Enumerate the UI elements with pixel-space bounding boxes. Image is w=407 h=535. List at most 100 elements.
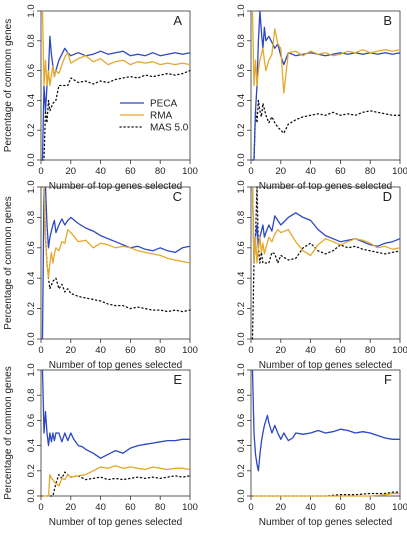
y-tick-label: 0.2 xyxy=(236,124,247,137)
y-axis-title: Percentage of common genes xyxy=(3,196,14,329)
series-line-mas-5-0 xyxy=(41,471,191,497)
x-tick-label: 100 xyxy=(182,502,198,513)
series-line-rma xyxy=(252,492,400,497)
x-tick-label: 40 xyxy=(305,502,316,513)
x-tick-label: 60 xyxy=(335,502,346,513)
x-axis-title: Number of top genes selected xyxy=(49,360,182,371)
x-tick-label: 40 xyxy=(95,345,106,356)
x-tick-label: 80 xyxy=(155,166,166,177)
x-tick-label: 40 xyxy=(95,166,106,177)
x-tick-label: 60 xyxy=(335,166,346,177)
x-tick-label: 60 xyxy=(335,345,346,356)
x-tick-label: 60 xyxy=(125,166,136,177)
x-tick-label: 20 xyxy=(66,502,77,513)
chart-panel-f: 0 20 40 60 80 100 0.0 0.2 0.4 0.6 0.8 1.0 Number of … xyxy=(236,363,407,528)
y-tick-label: 0.6 xyxy=(236,64,247,77)
panel-label: F xyxy=(384,372,392,387)
y-tick-label: 0.2 xyxy=(26,124,37,137)
panel-label: E xyxy=(173,372,182,387)
x-tick-label: 20 xyxy=(276,502,287,513)
y-tick-label: 0.8 xyxy=(26,34,37,47)
legend-label: RMA xyxy=(150,111,173,122)
series-line-mas-5-0 xyxy=(251,99,401,161)
chart-panel-b: 0 20 40 60 80 100 0.0 0.2 0.4 0.6 0.8 1.0 Number of … xyxy=(236,4,407,192)
series-line-peca xyxy=(251,369,400,472)
series-line-mas-5-0 xyxy=(41,69,191,161)
y-tick-label: 0.2 xyxy=(26,464,37,477)
x-tick-label: 0 xyxy=(38,502,43,513)
x-tick-label: 0 xyxy=(38,166,43,177)
x-tick-label: 60 xyxy=(125,345,136,356)
chart-panel-e: 0 20 40 60 80 100 0.0 0.2 0.4 0.6 0.8 1.0 Number of … xyxy=(3,363,198,528)
series-line-peca xyxy=(251,186,401,264)
x-tick-label: 0 xyxy=(248,345,253,356)
x-tick-label: 80 xyxy=(365,345,376,356)
y-tick-label: 0.8 xyxy=(26,389,37,402)
panel-label: D xyxy=(383,189,392,204)
series-line-peca xyxy=(41,186,191,340)
x-tick-label: 20 xyxy=(276,345,287,356)
plot-frame xyxy=(250,186,401,340)
x-tick-label: 0 xyxy=(248,502,253,513)
series-line-peca xyxy=(41,369,190,459)
y-tick-label: 1.0 xyxy=(236,4,247,17)
x-tick-label: 100 xyxy=(392,345,407,356)
series-line-mas-5-0 xyxy=(251,186,401,340)
x-tick-label: 20 xyxy=(66,345,77,356)
y-tick-label: 1.0 xyxy=(26,4,37,17)
x-axis-title: Number of top genes selected xyxy=(259,181,392,192)
y-tick-label: 0.6 xyxy=(26,241,37,254)
x-axis-title: Number of top genes selected xyxy=(259,360,392,371)
series-line-rma xyxy=(42,465,191,497)
series-line-rma xyxy=(42,186,191,279)
chart-panel-a: 0 20 40 60 80 100 0.0 0.2 0.4 0.6 0.8 1.0 Number of … xyxy=(3,4,198,192)
y-tick-label: 0.8 xyxy=(26,211,37,224)
y-tick-label: 1.0 xyxy=(26,363,37,376)
y-axis-title: Percentage of common genes xyxy=(3,19,14,152)
series-line-peca xyxy=(252,10,401,161)
y-tick-label: 0.6 xyxy=(26,414,37,427)
y-tick-label: 0.8 xyxy=(236,34,247,47)
x-tick-label: 20 xyxy=(276,166,287,177)
chart-panel-d: 0 20 40 60 80 100 0.0 0.2 0.4 0.6 0.8 1.0 Number of … xyxy=(236,180,407,371)
x-tick-label: 80 xyxy=(155,345,166,356)
y-tick-label: 0.8 xyxy=(236,389,247,402)
y-tick-label: 0.0 xyxy=(26,332,37,345)
plot-frame xyxy=(40,369,191,497)
x-tick-label: 100 xyxy=(182,166,198,177)
y-tick-label: 0.4 xyxy=(236,94,247,107)
plot-frame xyxy=(250,10,401,161)
series-line-rma xyxy=(41,10,191,87)
y-tick-label: 0.0 xyxy=(236,332,247,345)
chart-panel-c: 0 20 40 60 80 100 0.0 0.2 0.4 0.6 0.8 1.0 Number of … xyxy=(3,180,198,371)
series-line-peca xyxy=(41,35,191,161)
y-tick-label: 0.4 xyxy=(26,94,37,107)
x-tick-label: 40 xyxy=(95,502,106,513)
y-tick-label: 0.4 xyxy=(236,272,247,285)
y-tick-label: 1.0 xyxy=(26,180,37,193)
x-tick-label: 80 xyxy=(155,502,166,513)
x-tick-label: 100 xyxy=(392,166,407,177)
y-tick-label: 1.0 xyxy=(236,363,247,376)
legend-label: PECA xyxy=(150,99,178,110)
y-tick-label: 0.4 xyxy=(236,439,247,452)
y-tick-label: 0.2 xyxy=(236,302,247,315)
x-tick-label: 80 xyxy=(365,166,376,177)
y-tick-label: 0.6 xyxy=(236,414,247,427)
panel-label: B xyxy=(383,13,392,28)
plot-frame xyxy=(40,186,191,340)
y-tick-label: 0.0 xyxy=(26,489,37,502)
x-axis-title: Number of top genes selected xyxy=(259,517,392,528)
x-tick-label: 80 xyxy=(365,502,376,513)
y-tick-label: 0.4 xyxy=(26,272,37,285)
y-tick-label: 0.8 xyxy=(236,211,247,224)
x-tick-label: 20 xyxy=(66,166,77,177)
plot-frame xyxy=(40,10,191,161)
series-line-rma xyxy=(251,186,401,264)
x-tick-label: 0 xyxy=(248,166,253,177)
series-line-mas-5-0 xyxy=(41,186,191,313)
y-tick-label: 0.6 xyxy=(26,64,37,77)
x-tick-label: 40 xyxy=(305,345,316,356)
series-line-rma xyxy=(251,10,401,94)
